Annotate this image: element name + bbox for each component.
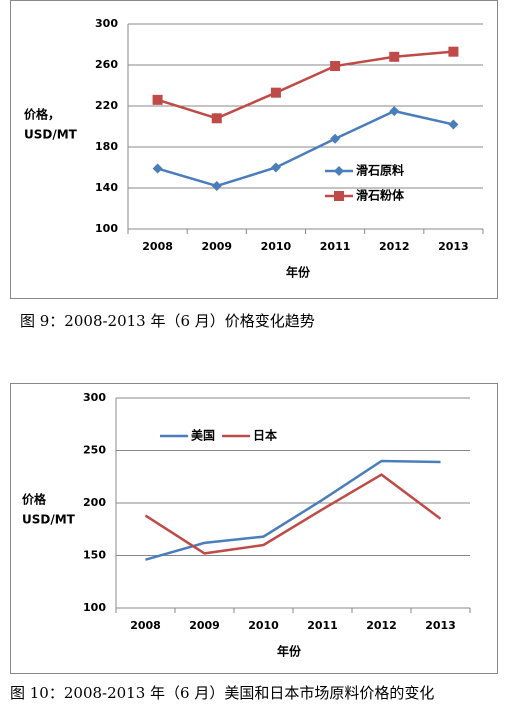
x-axis-label: 年份 bbox=[286, 265, 311, 280]
legend-label: 滑石原料 bbox=[356, 163, 404, 178]
marker bbox=[152, 94, 163, 105]
y-tick-label: 100 bbox=[95, 222, 118, 235]
x-tick-label: 2013 bbox=[438, 240, 469, 253]
y-tick-label: 140 bbox=[95, 181, 118, 194]
x-tick-label: 2011 bbox=[307, 619, 338, 632]
x-tick-label: 2012 bbox=[366, 619, 397, 632]
marker bbox=[448, 119, 459, 130]
caption: 图 9：2008-2013 年（6 月）价格变化趋势 bbox=[20, 312, 315, 330]
y-tick-label: 300 bbox=[83, 391, 106, 404]
x-tick-label: 2008 bbox=[142, 240, 173, 253]
chart-frame bbox=[10, 0, 498, 299]
x-tick-label: 2013 bbox=[425, 619, 456, 632]
x-axis-label: 年份 bbox=[277, 644, 302, 659]
line bbox=[157, 50, 454, 120]
x-tick-label: 2009 bbox=[189, 619, 220, 632]
line bbox=[144, 473, 442, 555]
y-axis-label: 价格 bbox=[22, 492, 47, 507]
legend-label: 日本 bbox=[253, 428, 277, 443]
marker bbox=[334, 191, 344, 201]
y-tick-label: 220 bbox=[95, 99, 118, 112]
line bbox=[157, 109, 454, 188]
y-tick-label: 180 bbox=[95, 140, 118, 153]
y-axis-label: USD/MT bbox=[22, 513, 76, 527]
y-axis-label: USD/MT bbox=[24, 128, 78, 142]
legend-label: 滑石粉体 bbox=[356, 188, 405, 203]
y-axis-label: 价格， bbox=[24, 107, 60, 122]
y-tick-label: 150 bbox=[83, 549, 106, 562]
marker bbox=[152, 163, 163, 174]
marker bbox=[389, 106, 400, 117]
marker bbox=[389, 51, 400, 62]
y-tick-label: 300 bbox=[95, 17, 118, 30]
marker bbox=[330, 61, 341, 72]
caption: 图 10：2008-2013 年（6 月）美国和日本市场原料价格的变化 bbox=[10, 684, 434, 702]
x-tick-label: 2010 bbox=[261, 240, 292, 253]
y-tick-label: 100 bbox=[83, 601, 106, 614]
marker bbox=[334, 166, 344, 176]
x-tick-label: 2010 bbox=[248, 619, 279, 632]
marker bbox=[270, 87, 281, 98]
x-tick-label: 2012 bbox=[379, 240, 410, 253]
marker bbox=[448, 46, 459, 57]
marker bbox=[211, 113, 222, 124]
y-tick-label: 200 bbox=[83, 496, 106, 509]
x-tick-label: 2011 bbox=[320, 240, 351, 253]
marker bbox=[270, 162, 281, 173]
x-tick-label: 2009 bbox=[201, 240, 232, 253]
y-tick-label: 260 bbox=[95, 58, 118, 71]
x-tick-label: 2008 bbox=[130, 619, 161, 632]
chart-frame bbox=[10, 383, 498, 674]
y-tick-label: 250 bbox=[83, 444, 106, 457]
legend-label: 美国 bbox=[191, 428, 215, 443]
marker bbox=[330, 133, 341, 144]
marker bbox=[211, 180, 222, 191]
